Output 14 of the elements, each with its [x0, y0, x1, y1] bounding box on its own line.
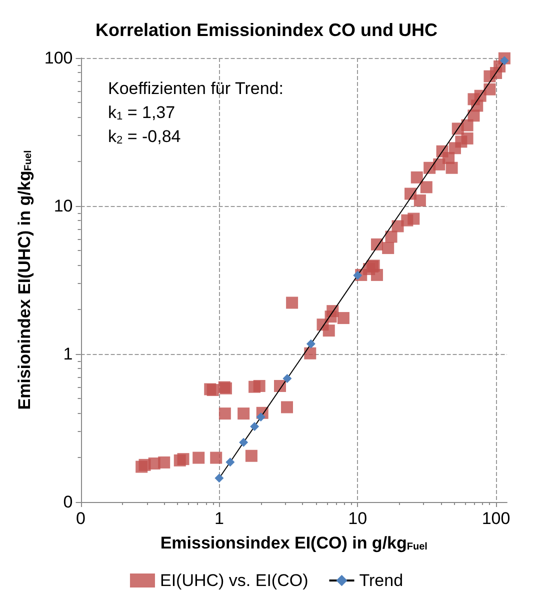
x-axis-title: Emissionsindex EI(CO) in g/kgFuel [160, 534, 428, 552]
legend-label: Trend [359, 571, 404, 590]
y-tick-label: 10 [54, 196, 73, 216]
annotation: Koeffizienten für Trend: [108, 79, 284, 98]
chart-title: Korrelation Emissionindex CO und UHC [95, 20, 438, 40]
x-tick-label: 1 [214, 509, 224, 528]
legend-label: EI(UHC) vs. EI(CO) [160, 571, 308, 590]
y-tick-label: 100 [44, 48, 73, 68]
x-tick-label: 10 [348, 509, 368, 528]
y-tick-label: 1 [63, 344, 73, 364]
y-axis-title: Emisionindex EI(UHC) in g/kgFuel [15, 150, 34, 410]
y-tick-label: 0 [63, 492, 73, 512]
x-tick-label: 100 [482, 509, 510, 528]
x-tick-label: 0 [76, 509, 86, 528]
